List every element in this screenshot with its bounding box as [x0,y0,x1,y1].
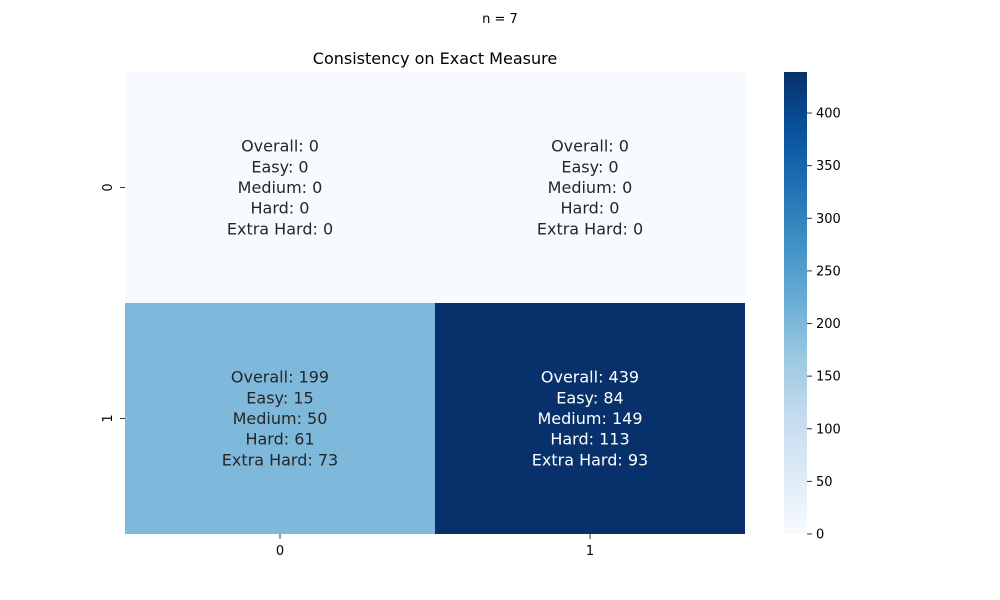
colorbar-tick-label: 250 [816,264,841,279]
chart-title: Consistency on Exact Measure [313,49,557,68]
cell-annotation: Hard: 61 [245,430,314,449]
cell-annotation: Easy: 0 [251,157,308,176]
cell-annotation: Overall: 439 [541,368,639,387]
heatmap-cell [435,72,745,303]
y-tick-label: 1 [101,414,116,422]
x-tick-label: 1 [586,544,594,559]
colorbar-tick-label: 150 [816,370,841,385]
cell-annotation: Medium: 0 [548,178,633,197]
cell-annotation: Hard: 0 [251,199,310,218]
colorbar-tick-label: 100 [816,422,841,437]
cell-annotation: Extra Hard: 0 [537,219,643,238]
cell-annotation: Medium: 50 [233,409,328,428]
heatmap-cell [125,72,435,303]
cell-annotation: Medium: 149 [538,409,643,428]
cell-annotation: Easy: 84 [556,388,623,407]
cell-annotation: Extra Hard: 73 [222,450,338,469]
cell-annotation: Hard: 0 [561,199,620,218]
cell-annotation: Overall: 199 [231,368,329,387]
cell-annotation: Easy: 0 [561,157,618,176]
colorbar-tick-label: 300 [816,212,841,227]
cell-annotation: Overall: 0 [241,137,319,156]
cell-annotation: Extra Hard: 0 [227,219,333,238]
colorbar-tick-label: 200 [816,317,841,332]
cell-annotation: Medium: 0 [238,178,323,197]
figure-suptitle: n = 7 [482,12,518,27]
colorbar-gradient [784,72,807,534]
colorbar-tick-label: 50 [816,475,833,490]
colorbar-tick-label: 400 [816,107,841,122]
heatmap-cell [435,303,745,534]
cell-annotation: Overall: 0 [551,137,629,156]
colorbar-tick-label: 350 [816,159,841,174]
cell-annotation: Hard: 113 [550,430,629,449]
cell-annotation: Extra Hard: 93 [532,450,648,469]
y-tick-label: 0 [101,183,116,191]
colorbar: 0 50 100 150 200 250 300 350 400 [784,72,841,543]
colorbar-tick-label: 0 [816,528,824,543]
x-tick-label: 0 [276,544,284,559]
heatmap-cell [125,303,435,534]
y-axis: 01 [101,183,125,423]
colorbar-ticks: 0 50 100 150 200 250 300 350 400 [807,107,841,543]
cell-annotation: Easy: 15 [246,388,313,407]
